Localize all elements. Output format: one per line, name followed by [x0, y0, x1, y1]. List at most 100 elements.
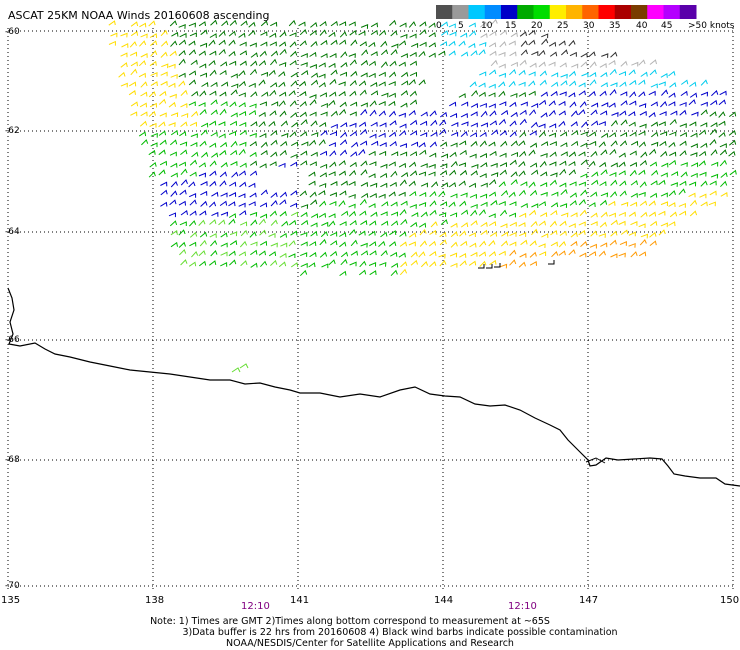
wind-barb — [130, 61, 138, 67]
wind-barb — [310, 79, 319, 86]
wind-barb — [519, 150, 527, 158]
wind-barb — [700, 91, 709, 97]
wind-barb — [488, 221, 497, 226]
wind-barb — [319, 200, 327, 207]
wind-barbs-layer — [108, 18, 737, 373]
wind-barb — [409, 99, 418, 105]
wind-barb — [239, 162, 247, 168]
wind-barb — [728, 130, 737, 136]
wind-barb — [368, 60, 376, 66]
wind-barb — [520, 101, 528, 107]
wind-barb — [378, 110, 386, 117]
wind-barb — [169, 139, 178, 146]
wind-barb — [448, 182, 457, 188]
wind-barb — [549, 141, 557, 146]
wind-barb — [240, 260, 248, 267]
wind-barb — [488, 251, 497, 257]
wind-barb — [638, 169, 646, 176]
wind-barb — [249, 211, 258, 217]
wind-barb — [520, 202, 528, 208]
wind-barb — [390, 201, 398, 207]
wind-barb — [159, 160, 167, 166]
wind-barb — [309, 99, 317, 106]
wind-barb — [528, 39, 536, 46]
wind-barb — [418, 142, 426, 148]
wind-barb — [468, 42, 476, 48]
wind-barb — [229, 181, 237, 187]
wind-barb — [470, 220, 478, 226]
wind-barb — [350, 141, 359, 148]
wind-barb — [171, 31, 179, 37]
wind-barb — [508, 191, 516, 198]
wind-barb — [360, 140, 368, 146]
wind-barb — [358, 148, 366, 156]
wind-barb — [399, 22, 407, 28]
wind-barb — [328, 171, 336, 177]
wind-barb — [488, 92, 496, 98]
wind-barb — [270, 151, 278, 158]
wind-barb — [281, 132, 289, 138]
wind-barb — [368, 41, 376, 48]
wind-barb — [220, 101, 228, 107]
wind-barb — [629, 162, 637, 167]
wind-barb — [309, 51, 317, 57]
wind-barb — [510, 61, 518, 67]
wind-barb — [449, 252, 458, 258]
wind-barb — [199, 72, 208, 78]
color-scale-swatch — [517, 5, 534, 19]
wind-barb — [531, 169, 539, 176]
wind-barb — [338, 81, 346, 87]
wind-barb — [560, 73, 568, 79]
wind-barb — [339, 241, 347, 248]
wind-barb — [579, 252, 587, 258]
wind-barb — [320, 130, 328, 136]
wind-barb — [160, 40, 169, 47]
wind-barb — [160, 51, 168, 58]
wind-barb — [359, 89, 367, 96]
wind-barb — [610, 179, 618, 186]
wind-barb — [711, 90, 719, 97]
wind-barb — [450, 222, 458, 228]
wind-barb — [499, 162, 507, 167]
wind-barb — [629, 169, 637, 177]
wind-barb — [300, 131, 308, 137]
wind-barb — [590, 221, 598, 226]
wind-barb — [529, 240, 537, 247]
wind-barb — [348, 53, 356, 58]
wind-barb — [209, 90, 217, 96]
wind-barb — [539, 70, 547, 77]
wind-barb — [168, 63, 176, 69]
wind-barb — [531, 228, 539, 236]
wind-barb — [409, 170, 418, 177]
wind-barb — [518, 69, 526, 76]
wind-barb — [559, 168, 567, 176]
wind-barb — [229, 231, 238, 237]
wind-barb — [448, 40, 456, 47]
wind-barb — [529, 251, 537, 258]
wind-barb — [188, 70, 197, 76]
wind-barb — [320, 53, 328, 58]
wind-barb — [608, 212, 616, 218]
wind-barb — [231, 367, 241, 373]
wind-barb — [378, 71, 386, 77]
wind-barb — [418, 222, 427, 228]
wind-barb — [660, 192, 668, 198]
wind-barb — [540, 91, 548, 97]
wind-barb — [370, 211, 378, 217]
wind-barb — [449, 31, 457, 37]
wind-barb — [391, 43, 399, 49]
wind-barb — [340, 131, 348, 138]
wind-barb — [348, 210, 357, 217]
wind-barb — [399, 241, 407, 247]
wind-barb — [698, 129, 707, 136]
wind-barb — [369, 192, 377, 198]
wind-barb — [211, 211, 219, 217]
wind-barb — [179, 131, 187, 137]
wind-barb — [479, 240, 487, 248]
wind-barb — [378, 81, 386, 87]
wind-barb — [440, 21, 449, 27]
wind-barb — [420, 182, 428, 188]
wind-barb — [240, 229, 248, 237]
wind-barb — [458, 162, 467, 168]
